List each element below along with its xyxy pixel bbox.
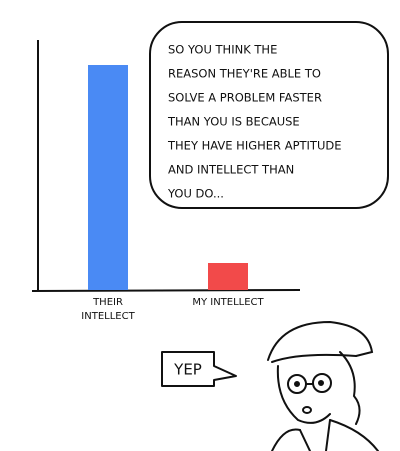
x-tick-label: MY INTELLECT: [192, 297, 264, 308]
x-tick-label: THEIR INTELLECT: [81, 297, 135, 322]
speech-line: REASON THEY'RE ABLE TO: [168, 67, 321, 81]
bar: [208, 263, 248, 290]
speech-bubble: [149, 21, 389, 209]
speech-line: THAN YOU IS BECAUSE: [167, 115, 300, 129]
reply-bubble: [161, 351, 237, 387]
x-axis: [31, 289, 301, 292]
reply-text: YEP: [173, 361, 202, 379]
speech-line: SO YOU THINK THE: [168, 43, 277, 57]
bar: [88, 65, 128, 290]
speech-line: THEY HAVE HIGHER APTITUDE: [167, 139, 341, 153]
speech-line: AND INTELLECT THAN: [168, 163, 294, 177]
speech-line: YOU DO...: [167, 187, 224, 201]
speech-line: SOLVE A PROBLEM FASTER: [168, 91, 322, 105]
character: [267, 320, 379, 451]
